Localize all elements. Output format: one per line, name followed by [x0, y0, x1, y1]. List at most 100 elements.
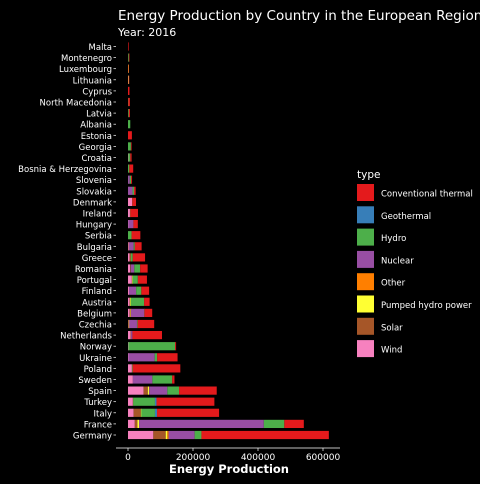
bar-estonia-conventional-thermal [128, 131, 132, 140]
legend-swatch-other [357, 273, 374, 291]
bar-netherlands-conventional-thermal [132, 331, 162, 340]
bar-germany-wind [128, 430, 154, 440]
bar-ukraine-conventional-thermal [157, 353, 178, 362]
legend-swatch-hydro [357, 228, 374, 246]
y-tick-label-georgia: Georgia [79, 143, 112, 153]
bar-germany-solar [153, 430, 166, 440]
bar-belgium-wind [128, 308, 130, 317]
y-tick-label-slovakia: Slovakia [76, 187, 112, 197]
y-tick-label-austria: Austria [82, 298, 112, 308]
bar-austria-wind [128, 297, 130, 306]
bar-romania-solar [130, 264, 131, 273]
bar-north-macedonia-conventional-thermal [128, 97, 130, 107]
bar-czechia-pumped-hydro-power [128, 319, 130, 329]
bar-italy-wind [128, 408, 134, 417]
bar-slovenia-hydro [129, 175, 132, 184]
bar-greece-hydro [130, 253, 133, 262]
bar-turkey-wind [128, 397, 133, 406]
bar-romania-nuclear [130, 264, 135, 273]
bar-austria-pumped-hydro-power [129, 297, 131, 306]
bar-spain-nuclear [149, 386, 168, 395]
y-tick-label-portugal: Portugal [77, 276, 112, 286]
bar-serbia-hydro [128, 231, 132, 240]
y-tick-label-germany: Germany [73, 432, 112, 442]
bar-france-pumped-hydro-power [137, 419, 140, 428]
bar-bulgaria-conventional-thermal [134, 242, 142, 251]
bar-portugal-hydro [132, 275, 138, 284]
y-tick-label-slovenia: Slovenia [76, 176, 112, 186]
bar-france-nuclear [139, 419, 264, 428]
bar-germany-pumped-hydro-power [165, 430, 168, 440]
y-tick-label-north-macedonia: North Macedonia [40, 99, 112, 109]
bar-georgia-conventional-thermal [130, 142, 132, 151]
legend-swatch-geothermal [357, 206, 374, 224]
bar-romania-hydro [134, 264, 141, 273]
bar-france-solar [134, 419, 138, 428]
bar-spain-pumped-hydro-power [147, 386, 150, 395]
y-tick-label-bosnia-and-herzegovina: Bosnia & Herzegovina [18, 165, 112, 175]
legend-label-nuclear: Nuclear [381, 256, 414, 266]
bar-portugal-pumped-hydro-power [132, 275, 133, 284]
bar-croatia-hydro [128, 153, 131, 162]
bar-croatia-conventional-thermal [130, 153, 132, 162]
bar-austria-hydro [130, 297, 145, 306]
bar-slovakia-nuclear [128, 186, 133, 195]
bar-portugal-conventional-thermal [137, 275, 147, 284]
y-tick-label-poland: Poland [84, 365, 112, 375]
y-tick-label-montenegro: Montenegro [61, 54, 112, 64]
chart-subtitle: Year: 2016 [117, 26, 176, 39]
y-tick-label-denmark: Denmark [73, 198, 112, 208]
y-tick-label-greece: Greece [82, 254, 112, 264]
bar-netherlands-solar [130, 331, 132, 340]
legend-label-geothermal: Geothermal [381, 212, 431, 222]
bar-italy-geothermal [154, 408, 158, 417]
bar-bulgaria-wind [128, 242, 129, 251]
y-tick-label-bulgaria: Bulgaria [77, 243, 112, 253]
bar-greece-solar [129, 253, 131, 262]
bar-italy-solar [133, 408, 141, 417]
legend-label-solar: Solar [381, 323, 403, 333]
bar-cyprus-conventional-thermal [128, 86, 130, 95]
y-tick-label-cyprus: Cyprus [82, 87, 112, 97]
bar-spain-conventional-thermal [179, 386, 217, 395]
x-tick-label-200000: 200000 [176, 453, 211, 463]
bar-greece-conventional-thermal [132, 253, 146, 262]
bar-malta-conventional-thermal [128, 42, 129, 51]
bar-italy-hydro [141, 408, 155, 417]
chart-title: Energy Production by Country in the Euro… [118, 8, 480, 24]
bar-slovenia-conventional-thermal [131, 175, 133, 184]
y-tick-label-latvia: Latvia [86, 110, 112, 120]
bar-finland-nuclear [128, 286, 137, 295]
bar-spain-wind [128, 386, 144, 395]
bar-ukraine-nuclear [128, 353, 155, 362]
bar-france-hydro [263, 419, 285, 428]
bar-lithuania-conventional-thermal [128, 75, 130, 84]
bar-spain-hydro [167, 386, 180, 395]
y-tick-label-luxembourg: Luxembourg [59, 65, 112, 75]
y-tick-label-italy: Italy [94, 409, 112, 419]
y-tick-label-sweden: Sweden [78, 376, 112, 386]
bar-latvia-hydro [128, 109, 129, 118]
y-tick-label-croatia: Croatia [81, 154, 112, 164]
bar-finland-hydro [136, 286, 142, 295]
bar-norway-hydro [128, 342, 176, 351]
bar-france-conventional-thermal [284, 419, 304, 428]
bar-czechia-conventional-thermal [137, 319, 155, 329]
bar-denmark-conventional-thermal [132, 197, 137, 206]
bar-romania-conventional-thermal [140, 264, 148, 273]
bar-sweden-hydro [152, 375, 173, 384]
y-tick-label-albania: Albania [80, 121, 112, 131]
x-axis-ticks: 0 200000 400000 600000 [125, 448, 340, 463]
bar-bosnia-and-herzegovina-conventional-thermal [129, 164, 134, 173]
bar-portugal-wind [128, 275, 132, 284]
bar-france-wind [128, 419, 135, 428]
bar-latvia-conventional-thermal [128, 109, 130, 118]
bar-ukraine-hydro [154, 353, 158, 362]
bar-ireland-wind [128, 208, 130, 218]
bar-montenegro-conventional-thermal [128, 53, 130, 62]
legend-label-wind: Wind [381, 346, 402, 356]
bar-ireland-conventional-thermal [130, 208, 138, 218]
bar-poland-wind [128, 364, 132, 373]
bar-germany-conventional-thermal [201, 430, 329, 440]
